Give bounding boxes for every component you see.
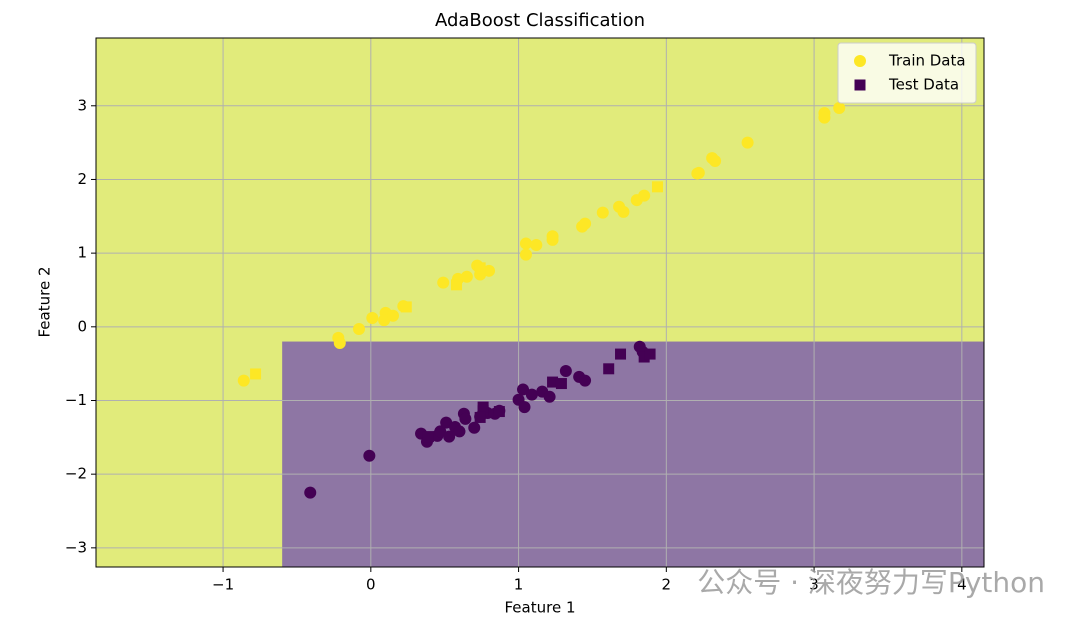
point xyxy=(443,430,456,443)
x-axis-label: Feature 1 xyxy=(505,599,576,617)
point xyxy=(400,301,412,313)
point xyxy=(451,279,463,291)
point xyxy=(477,401,489,413)
point xyxy=(530,239,543,252)
legend-marker xyxy=(854,55,866,67)
point xyxy=(596,206,609,219)
point xyxy=(638,351,650,363)
point xyxy=(250,368,262,380)
y-tick-label: 2 xyxy=(77,170,87,188)
legend-label: Train Data xyxy=(888,52,966,70)
point xyxy=(474,262,486,274)
legend-label: Test Data xyxy=(888,76,959,94)
legend-marker xyxy=(854,79,866,91)
point xyxy=(333,337,346,350)
point xyxy=(237,374,250,387)
x-tick-label: 0 xyxy=(366,576,376,594)
x-tick-label: −1 xyxy=(212,576,234,594)
point xyxy=(833,101,846,114)
point xyxy=(519,237,532,250)
x-tick-label: 2 xyxy=(662,576,672,594)
y-tick-label: −2 xyxy=(65,465,87,483)
point xyxy=(579,374,592,387)
point xyxy=(519,248,532,261)
point xyxy=(474,411,486,423)
y-tick-label: 0 xyxy=(77,317,87,335)
point xyxy=(386,309,399,322)
point xyxy=(378,314,391,327)
point xyxy=(644,348,656,360)
point xyxy=(518,401,531,414)
x-tick-label: 1 xyxy=(514,576,524,594)
point xyxy=(617,205,630,218)
plot-frame xyxy=(95,37,985,568)
point xyxy=(304,486,317,499)
point xyxy=(546,233,559,246)
point xyxy=(579,217,592,230)
legend: Train Data Test Data xyxy=(837,42,977,104)
decision-region xyxy=(282,341,985,567)
legend-box xyxy=(837,42,977,104)
chart-title: AdaBoost Classification xyxy=(435,10,645,31)
y-axis-label: Feature 2 xyxy=(36,267,54,338)
point xyxy=(437,276,450,289)
point xyxy=(555,378,567,390)
point xyxy=(353,323,366,336)
point xyxy=(818,111,831,124)
point xyxy=(692,166,705,179)
y-tick-label: 3 xyxy=(77,96,87,114)
point xyxy=(547,376,559,388)
point xyxy=(363,449,376,462)
y-tick-label: 1 xyxy=(77,244,87,262)
point xyxy=(440,416,453,429)
y-tick-label: −3 xyxy=(65,538,87,556)
point xyxy=(709,155,722,168)
point xyxy=(615,348,627,360)
x-tick-label: 4 xyxy=(957,576,967,594)
point xyxy=(453,425,466,438)
point xyxy=(741,136,754,149)
point xyxy=(603,363,615,375)
x-tick-label: 3 xyxy=(809,576,819,594)
point xyxy=(651,181,663,193)
point xyxy=(493,406,505,418)
point xyxy=(517,383,530,396)
point xyxy=(559,365,572,378)
point xyxy=(366,311,379,324)
point xyxy=(468,421,481,434)
watermark: 公众号 · 深夜努力写Python xyxy=(697,566,1045,599)
point xyxy=(460,270,473,283)
point xyxy=(525,388,538,401)
y-tick-label: −1 xyxy=(65,391,87,409)
point xyxy=(434,425,447,438)
point xyxy=(459,412,472,425)
point xyxy=(543,390,556,403)
point xyxy=(483,264,496,277)
point xyxy=(422,431,434,443)
point xyxy=(638,189,651,202)
